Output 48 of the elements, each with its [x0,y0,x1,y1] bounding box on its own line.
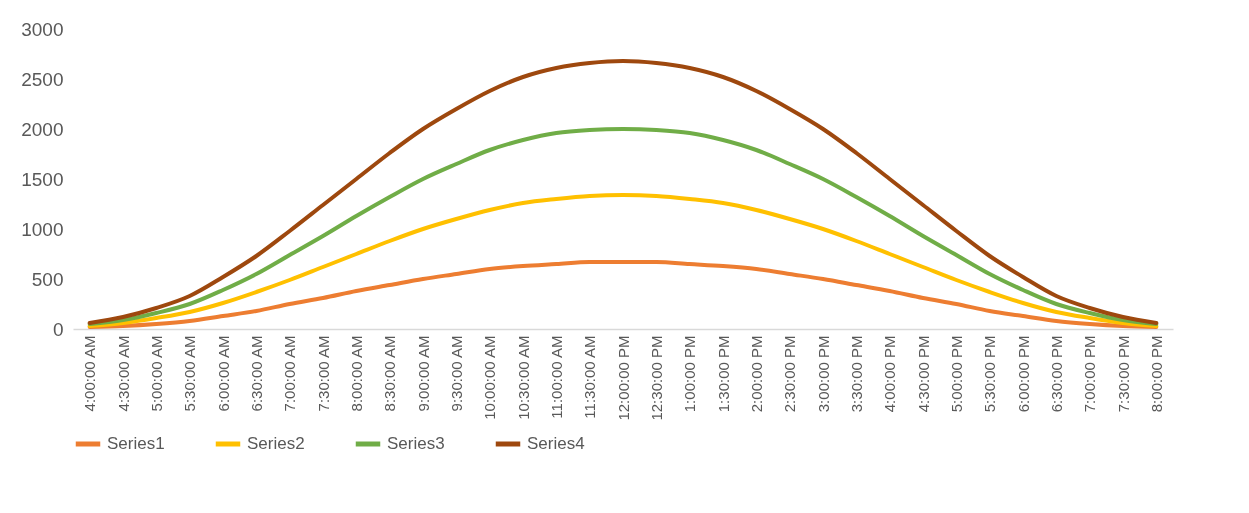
legend-label: Series3 [387,434,445,453]
x-tick-label: 8:30:00 AM [381,335,399,412]
x-tick-label: 4:00:00 PM [881,335,899,413]
x-tick-label: 7:00:00 PM [1081,335,1099,413]
x-tick-label: 8:00:00 PM [1147,335,1165,413]
x-tick-label: 7:30:00 PM [1114,335,1132,413]
x-tick-label: 6:00:00 AM [214,335,232,412]
y-tick-label: 2500 [21,68,64,90]
x-tick-label: 6:30:00 PM [1047,335,1065,413]
x-tick-label: 6:30:00 AM [247,335,265,412]
line-series [87,59,1159,325]
x-tick-label: 5:00:00 AM [147,335,165,412]
x-tick-label: 2:30:00 PM [781,335,799,413]
x-tick-label: 12:00:00 PM [614,335,632,421]
legend-label: Series2 [247,434,305,453]
y-tick-label: 1500 [21,168,64,190]
x-tick-label: 3:00:00 PM [814,335,832,413]
x-tick-label: 11:30:00 AM [581,335,599,419]
x-tick-label: 4:00:00 AM [81,335,99,412]
legend-label: Series4 [527,434,585,453]
x-tick-label: 5:00:00 PM [947,335,965,413]
x-tick-label: 7:00:00 AM [281,335,299,412]
x-tick-label: 8:00:00 AM [347,335,365,412]
y-tick-label: 3000 [21,18,64,40]
x-tick-label: 7:30:00 AM [314,335,332,412]
x-tick-label: 4:30:00 PM [914,335,932,413]
x-tick-label: 11:00:00 AM [547,335,565,419]
x-tick-label: 1:00:00 PM [681,335,699,413]
x-tick-label: 1:30:00 PM [714,335,732,413]
x-tick-label: 12:30:00 PM [647,335,665,421]
x-tick-label: 10:00:00 AM [481,335,499,420]
line-series [87,193,1159,328]
x-tick-label: 5:30:00 PM [981,335,999,413]
y-tick-label: 500 [31,268,64,290]
x-tick-label: 3:30:00 PM [847,335,865,413]
x-tick-label: 4:30:00 AM [114,335,132,412]
line-series [87,127,1159,326]
x-tick-label: 6:00:00 PM [1014,335,1032,413]
x-tick-label: 2:00:00 PM [747,335,765,413]
legend-label: Series1 [107,434,165,453]
x-tick-label: 10:30:00 AM [514,335,532,420]
y-tick-label: 2000 [21,118,64,140]
y-tick-label: 0 [52,318,64,340]
x-tick-label: 9:30:00 AM [447,335,465,412]
x-tick-label: 5:30:00 AM [181,335,199,412]
line-series [87,260,1159,329]
x-tick-label: 9:00:00 AM [414,335,432,412]
y-tick-label: 1000 [21,218,64,240]
